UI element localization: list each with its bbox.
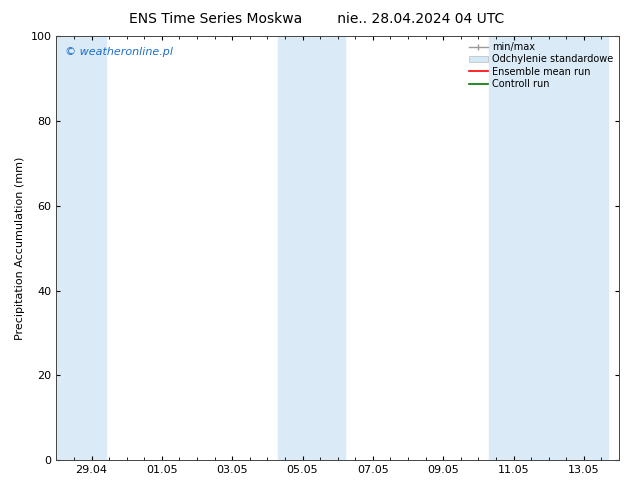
Text: © weatheronline.pl: © weatheronline.pl bbox=[65, 47, 173, 57]
Legend: min/max, Odchylenie standardowe, Ensemble mean run, Controll run: min/max, Odchylenie standardowe, Ensembl… bbox=[465, 38, 617, 93]
Bar bbox=[489, 36, 609, 460]
Text: ENS Time Series Moskwa        nie.. 28.04.2024 04 UTC: ENS Time Series Moskwa nie.. 28.04.2024 … bbox=[129, 12, 505, 26]
Bar bbox=[56, 36, 106, 460]
Bar bbox=[278, 36, 345, 460]
Y-axis label: Precipitation Accumulation (mm): Precipitation Accumulation (mm) bbox=[15, 156, 25, 340]
